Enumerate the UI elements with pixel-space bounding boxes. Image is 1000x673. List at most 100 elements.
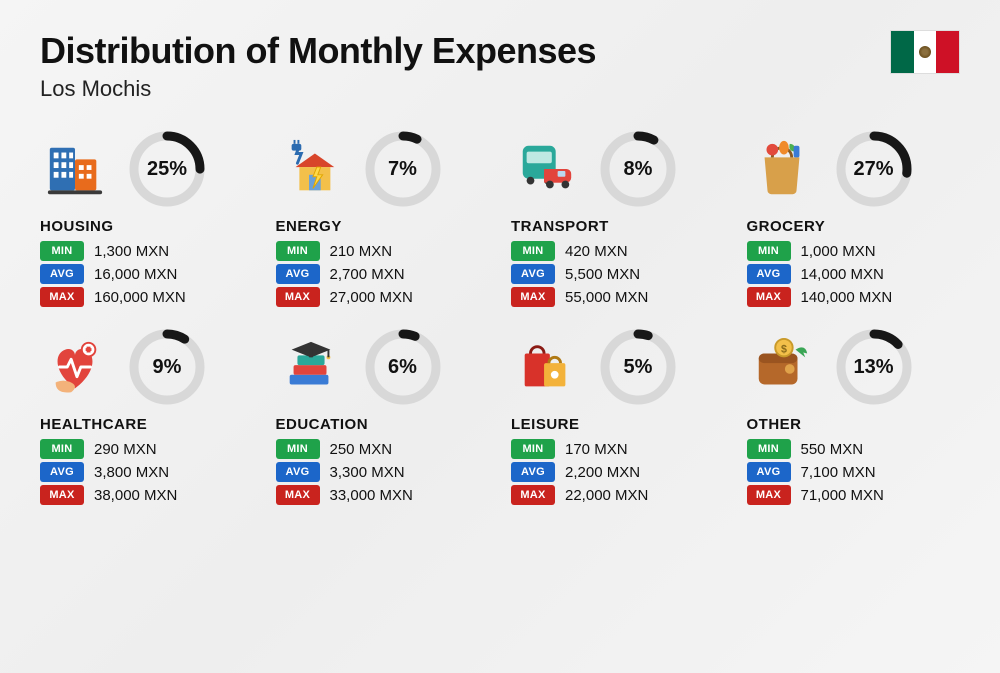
min-pill: MIN xyxy=(511,439,555,459)
stat-row-min: MIN 1,000 MXN xyxy=(747,241,961,261)
healthcare-icon-wrap xyxy=(40,336,110,398)
max-pill: MAX xyxy=(747,287,791,307)
page-subtitle: Los Mochis xyxy=(40,76,596,102)
max-value: 140,000 MXN xyxy=(801,289,893,306)
housing-icon-wrap xyxy=(40,138,110,200)
avg-pill: AVG xyxy=(40,264,84,284)
leisure-icon xyxy=(515,336,577,398)
min-value: 420 MXN xyxy=(565,243,628,260)
category-card-other: $ 13% OTHER MIN 550 MXN AVG 7,100 MXN MA… xyxy=(747,328,961,508)
category-grid: 25% HOUSING MIN 1,300 MXN AVG 16,000 MXN… xyxy=(40,130,960,508)
pct-label: 8% xyxy=(599,130,677,208)
avg-pill: AVG xyxy=(511,462,555,482)
avg-pill: AVG xyxy=(511,264,555,284)
pct-label: 6% xyxy=(364,328,442,406)
stat-row-max: MAX 160,000 MXN xyxy=(40,287,254,307)
max-value: 71,000 MXN xyxy=(801,487,884,504)
category-name: GROCERY xyxy=(747,218,961,235)
category-name: OTHER xyxy=(747,416,961,433)
stat-row-avg: AVG 2,700 MXN xyxy=(276,264,490,284)
min-value: 250 MXN xyxy=(330,441,393,458)
stat-row-avg: AVG 14,000 MXN xyxy=(747,264,961,284)
max-value: 55,000 MXN xyxy=(565,289,648,306)
stat-row-max: MAX 55,000 MXN xyxy=(511,287,725,307)
grocery-icon xyxy=(751,138,813,200)
pct-ring-healthcare: 9% xyxy=(128,328,206,406)
max-pill: MAX xyxy=(40,485,84,505)
category-card-healthcare: 9% HEALTHCARE MIN 290 MXN AVG 3,800 MXN … xyxy=(40,328,254,508)
max-pill: MAX xyxy=(276,485,320,505)
page-title: Distribution of Monthly Expenses xyxy=(40,30,596,72)
min-value: 290 MXN xyxy=(94,441,157,458)
max-pill: MAX xyxy=(40,287,84,307)
min-pill: MIN xyxy=(511,241,555,261)
pct-label: 27% xyxy=(835,130,913,208)
max-pill: MAX xyxy=(276,287,320,307)
min-pill: MIN xyxy=(276,241,320,261)
min-pill: MIN xyxy=(747,439,791,459)
title-block: Distribution of Monthly Expenses Los Moc… xyxy=(40,30,596,102)
category-card-leisure: 5% LEISURE MIN 170 MXN AVG 2,200 MXN MAX… xyxy=(511,328,725,508)
stat-row-avg: AVG 2,200 MXN xyxy=(511,462,725,482)
avg-pill: AVG xyxy=(276,264,320,284)
category-name: EDUCATION xyxy=(276,416,490,433)
healthcare-icon xyxy=(44,336,106,398)
stat-row-avg: AVG 7,100 MXN xyxy=(747,462,961,482)
max-value: 27,000 MXN xyxy=(330,289,413,306)
category-name: LEISURE xyxy=(511,416,725,433)
header: Distribution of Monthly Expenses Los Moc… xyxy=(40,30,960,102)
grocery-icon-wrap xyxy=(747,138,817,200)
avg-pill: AVG xyxy=(40,462,84,482)
avg-pill: AVG xyxy=(747,264,791,284)
stat-row-avg: AVG 3,800 MXN xyxy=(40,462,254,482)
education-icon xyxy=(280,336,342,398)
avg-value: 14,000 MXN xyxy=(801,266,884,283)
avg-pill: AVG xyxy=(747,462,791,482)
category-card-housing: 25% HOUSING MIN 1,300 MXN AVG 16,000 MXN… xyxy=(40,130,254,310)
transport-icon xyxy=(515,138,577,200)
stat-row-min: MIN 550 MXN xyxy=(747,439,961,459)
category-card-grocery: 27% GROCERY MIN 1,000 MXN AVG 14,000 MXN… xyxy=(747,130,961,310)
category-card-transport: 8% TRANSPORT MIN 420 MXN AVG 5,500 MXN M… xyxy=(511,130,725,310)
stat-row-min: MIN 1,300 MXN xyxy=(40,241,254,261)
pct-label: 5% xyxy=(599,328,677,406)
category-name: HEALTHCARE xyxy=(40,416,254,433)
category-card-education: 6% EDUCATION MIN 250 MXN AVG 3,300 MXN M… xyxy=(276,328,490,508)
pct-ring-housing: 25% xyxy=(128,130,206,208)
min-value: 1,000 MXN xyxy=(801,243,876,260)
max-value: 38,000 MXN xyxy=(94,487,177,504)
pct-label: 9% xyxy=(128,328,206,406)
stat-row-min: MIN 420 MXN xyxy=(511,241,725,261)
pct-label: 7% xyxy=(364,130,442,208)
pct-label: 13% xyxy=(835,328,913,406)
stat-row-min: MIN 290 MXN xyxy=(40,439,254,459)
category-name: TRANSPORT xyxy=(511,218,725,235)
avg-value: 2,700 MXN xyxy=(330,266,405,283)
svg-text:$: $ xyxy=(780,343,786,355)
avg-value: 7,100 MXN xyxy=(801,464,876,481)
min-pill: MIN xyxy=(747,241,791,261)
category-name: HOUSING xyxy=(40,218,254,235)
energy-icon xyxy=(280,138,342,200)
pct-ring-leisure: 5% xyxy=(599,328,677,406)
min-value: 170 MXN xyxy=(565,441,628,458)
stat-row-max: MAX 27,000 MXN xyxy=(276,287,490,307)
other-icon: $ xyxy=(751,336,813,398)
pct-label: 25% xyxy=(128,130,206,208)
stat-row-avg: AVG 3,300 MXN xyxy=(276,462,490,482)
pct-ring-transport: 8% xyxy=(599,130,677,208)
category-card-energy: 7% ENERGY MIN 210 MXN AVG 2,700 MXN MAX … xyxy=(276,130,490,310)
transport-icon-wrap xyxy=(511,138,581,200)
avg-value: 2,200 MXN xyxy=(565,464,640,481)
pct-ring-energy: 7% xyxy=(364,130,442,208)
avg-value: 5,500 MXN xyxy=(565,266,640,283)
pct-ring-education: 6% xyxy=(364,328,442,406)
min-pill: MIN xyxy=(40,241,84,261)
pct-ring-other: 13% xyxy=(835,328,913,406)
education-icon-wrap xyxy=(276,336,346,398)
min-pill: MIN xyxy=(276,439,320,459)
min-value: 1,300 MXN xyxy=(94,243,169,260)
max-value: 160,000 MXN xyxy=(94,289,186,306)
max-pill: MAX xyxy=(511,485,555,505)
max-pill: MAX xyxy=(511,287,555,307)
